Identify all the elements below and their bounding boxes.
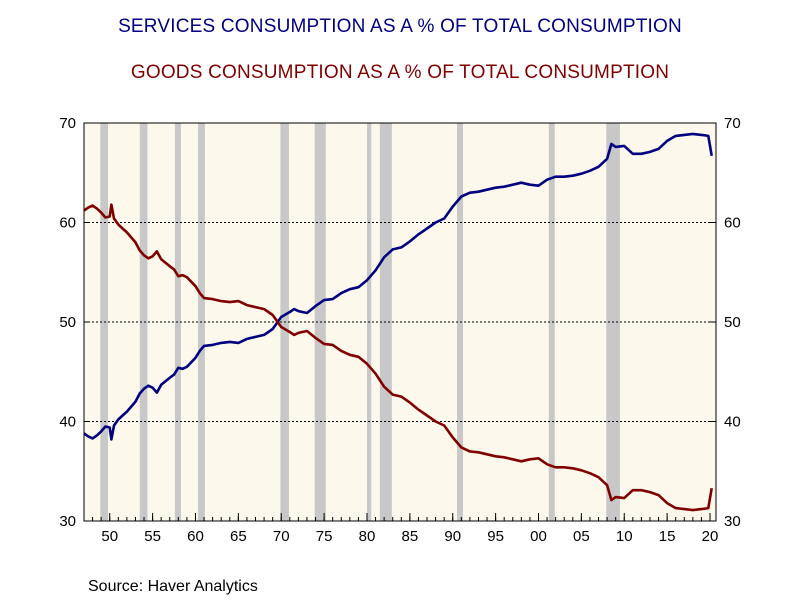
y-tick-label-right: 60	[724, 215, 741, 232]
x-tick-label: 50	[101, 528, 118, 545]
recession-band	[139, 123, 148, 521]
y-tick-label-right: 50	[724, 314, 741, 331]
services-series-line	[83, 132, 713, 441]
y-tick-label-right: 70	[724, 115, 741, 132]
y-tick-label-left: 60	[59, 215, 76, 232]
x-tick-label: 55	[144, 528, 161, 545]
x-tick-label: 65	[230, 528, 247, 545]
y-tick-label-left: 70	[59, 115, 76, 132]
goods-series-line	[83, 203, 713, 512]
y-tick-label-right: 30	[724, 513, 741, 530]
x-tick-label: 10	[616, 528, 633, 545]
x-tick-label: 60	[187, 528, 204, 545]
y-tick-label-right: 40	[724, 414, 741, 431]
y-tick-label-left: 40	[59, 414, 76, 431]
y-tick-label-left: 30	[59, 513, 76, 530]
axis-ticks: 30 30 40 40 50 50 60 60 70 70 50 55 60 65 70 75 80 85 90 95…	[59, 115, 740, 545]
x-tick-label: 90	[444, 528, 461, 545]
x-tick-label: 85	[402, 528, 419, 545]
recession-band	[548, 123, 555, 521]
x-tick-label: 15	[659, 528, 676, 545]
source-note: Source: Haver Analytics	[88, 578, 258, 595]
x-tick-label: 75	[316, 528, 333, 545]
series-lines	[83, 132, 713, 512]
x-tick-label: 70	[273, 528, 290, 545]
x-tick-label: 05	[573, 528, 590, 545]
gridlines	[84, 222, 716, 422]
x-tick-label: 80	[359, 528, 376, 545]
x-tick-label: 20	[702, 528, 719, 545]
chart-subtitle: GOODS CONSUMPTION AS A % OF TOTAL CONSUM…	[130, 62, 670, 83]
x-tick-label: 95	[487, 528, 504, 545]
y-tick-label-left: 50	[59, 314, 76, 331]
chart-title: SERVICES CONSUMPTION AS A % OF TOTAL CON…	[118, 16, 682, 37]
x-tick-label: 00	[530, 528, 547, 545]
